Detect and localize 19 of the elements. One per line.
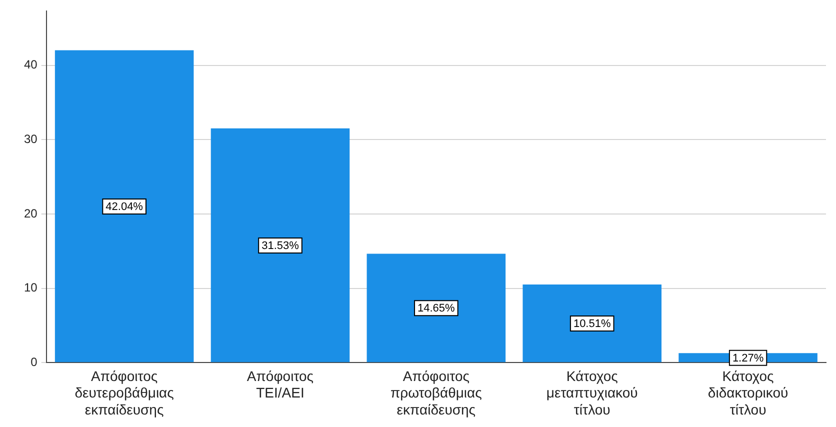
data-label: 10.51%	[573, 318, 611, 330]
y-tick-label: 20	[24, 206, 38, 220]
y-tick-label: 0	[30, 354, 38, 369]
y-tick-label: 40	[24, 58, 38, 72]
data-label: 14.65%	[418, 302, 456, 315]
bar	[54, 50, 194, 362]
x-tick-label: Απόφοιτος ΤΕΙ/ΑΕΙ	[246, 368, 314, 401]
bar	[366, 254, 506, 362]
data-label: 31.53%	[262, 240, 300, 252]
y-tick-label: 30	[24, 132, 38, 146]
data-label: 1.27%	[732, 352, 764, 364]
data-label: 42.04%	[106, 200, 144, 213]
x-tick-label: Απόφοιτος πρωτοβάθμιας εκπαίδευσης	[390, 368, 482, 418]
bar	[522, 284, 662, 362]
x-tick-label: Κάτοχος μεταπτυχιακού τίτλου	[546, 368, 638, 418]
x-tick-label: Απόφοιτος δευτεροβάθμιας εκπαίδευσης	[74, 368, 174, 418]
x-tick-label: Κάτοχος διδακτορικού τίτλου	[708, 368, 788, 418]
y-tick-label: 10	[24, 280, 38, 295]
bar	[210, 128, 350, 362]
